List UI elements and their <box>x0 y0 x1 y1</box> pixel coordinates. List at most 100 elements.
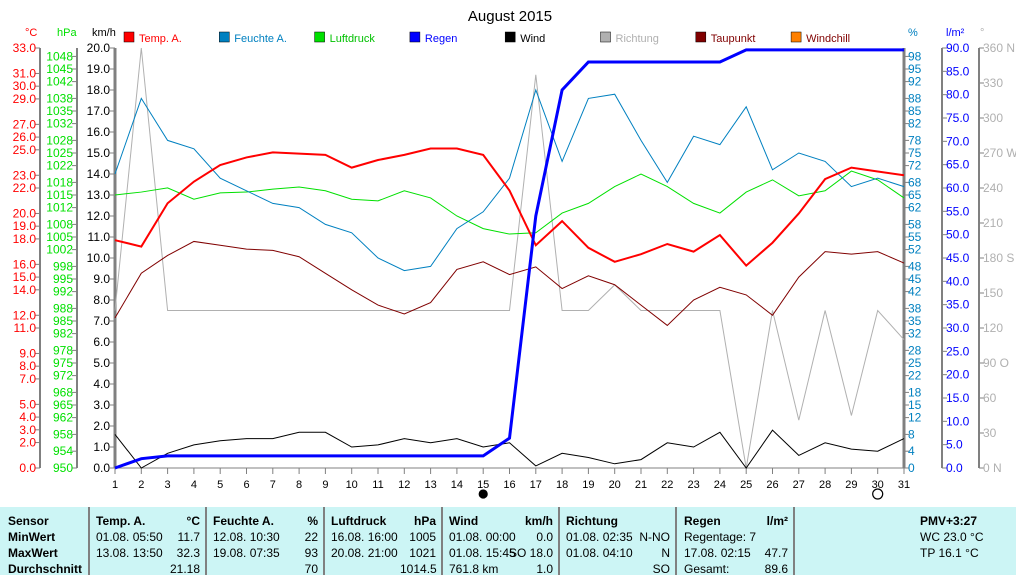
rain-tick-label: 10.0 <box>946 414 970 428</box>
temp-cell-time: 13.08. 13:50 <box>96 546 163 560</box>
legend-swatch <box>315 32 325 42</box>
legend-label: Windchill <box>806 33 850 45</box>
wind-tick-label: 11.0 <box>88 230 111 244</box>
x-tick-label: 16 <box>503 479 515 491</box>
legend-swatch <box>219 32 229 42</box>
x-tick-label: 12 <box>398 479 410 491</box>
wind-tick-label: 20.0 <box>87 41 111 55</box>
wind-tick-label: 14.0 <box>87 167 111 181</box>
legend-swatch <box>601 32 611 42</box>
x-tick-label: 3 <box>165 479 171 491</box>
dewpoint-value: TP 16.1 °C <box>920 546 979 560</box>
header-pressure: Luftdruck <box>331 514 386 528</box>
pressure-tick-label: 1042 <box>46 75 73 89</box>
rain-tick-label: 15.0 <box>946 391 970 405</box>
humidity-tick-label: 0 <box>908 461 915 475</box>
humidity-tick-label: 4 <box>908 444 915 458</box>
press-cell-value: 1014.5 <box>400 562 436 576</box>
x-tick-label: 26 <box>766 479 778 491</box>
pressure-tick-label: 950 <box>53 461 73 475</box>
humidity-tick-label: 32 <box>908 327 922 341</box>
x-tick-label: 18 <box>556 479 568 491</box>
humidity-tick-label: 12 <box>908 411 922 425</box>
hum-cell-value: 93 <box>288 546 318 560</box>
new-moon-icon <box>873 489 883 499</box>
x-tick-label: 25 <box>740 479 752 491</box>
x-tick-label: 4 <box>191 479 197 491</box>
rain-tick-label: 25.0 <box>946 344 970 358</box>
rain-tick-label: 80.0 <box>946 88 970 102</box>
legend-label: Richtung <box>616 33 659 45</box>
wind-tick-label: 17.0 <box>87 104 111 118</box>
x-tick-label: 7 <box>270 479 276 491</box>
rain-cell-time: Gesamt: <box>684 562 729 576</box>
wind-tick-label: 9.0 <box>93 272 110 286</box>
wind-tick-label: 19.0 <box>87 62 111 76</box>
humidity-tick-label: 62 <box>908 201 922 215</box>
legend-swatch <box>505 32 515 42</box>
wind-tick-label: 16.0 <box>87 125 111 139</box>
header-wind: Wind <box>449 514 478 528</box>
rain-tick-label: 0.0 <box>946 461 963 475</box>
pressure-tick-label: 958 <box>53 427 73 441</box>
pressure-tick-label: 992 <box>53 285 73 299</box>
wind-tick-label: 6.0 <box>93 335 110 349</box>
chart-title: August 2015 <box>468 8 552 25</box>
pressure-tick-label: 1012 <box>46 201 73 215</box>
x-tick-label: 9 <box>322 479 328 491</box>
plot-area <box>115 48 904 468</box>
pressure-tick-label: 1032 <box>46 117 73 131</box>
wind-tick-label: 10.0 <box>87 251 111 265</box>
direction-tick-label: 150 <box>983 286 1003 300</box>
direction-tick-label: 300 <box>983 111 1003 125</box>
press-cell-value: 1021 <box>400 546 436 560</box>
x-tick-label: 10 <box>346 479 358 491</box>
direction-tick-label: 30 <box>983 426 997 440</box>
pressure-tick-label: 1002 <box>46 243 73 257</box>
rain-tick-label: 30.0 <box>946 321 970 335</box>
legend-label: Luftdruck <box>330 33 376 45</box>
wind-tick-label: 8.0 <box>93 293 110 307</box>
header-humidity: Feuchte A. <box>213 514 274 528</box>
temp-tick-label: 22.0 <box>13 181 37 195</box>
legend-label: Wind <box>520 33 545 45</box>
legend-label: Temp. A. <box>139 33 182 45</box>
wind-tick-label: 15.0 <box>87 146 111 160</box>
pressure-tick-label: 962 <box>53 411 73 425</box>
wind-tick-label: 4.0 <box>93 377 110 391</box>
pressure-tick-label: 1022 <box>46 159 73 173</box>
x-tick-label: 2 <box>138 479 144 491</box>
x-tick-label: 23 <box>687 479 699 491</box>
legend-swatch <box>696 32 706 42</box>
dir-cell-time: 01.08. 02:35 <box>566 530 633 544</box>
temp-tick-label: 14.0 <box>13 283 37 297</box>
direction-tick-label: 120 <box>983 321 1003 335</box>
direction-axis-unit: ° <box>980 27 984 39</box>
pressure-tick-label: 982 <box>53 327 73 341</box>
x-tick-label: 5 <box>217 479 223 491</box>
temp-cell-time: 01.08. 05:50 <box>96 530 163 544</box>
rain-cell-time: Regentage: 7 <box>684 530 756 544</box>
row-label: MinWert <box>8 530 55 544</box>
temp-tick-label: 29.0 <box>13 92 37 106</box>
x-tick-label: 20 <box>609 479 621 491</box>
x-tick-label: 22 <box>661 479 673 491</box>
temp-tick-label: 2.0 <box>19 436 36 450</box>
temp-tick-label: 11.0 <box>14 321 37 335</box>
header-humidity-unit: % <box>288 514 318 528</box>
wind-cell-value: SO 18.0 <box>500 546 553 560</box>
legend-label: Regen <box>425 33 457 45</box>
temp-cell-value: 11.7 <box>170 530 200 544</box>
direction-tick-label: 0 N <box>983 461 1002 475</box>
rain-tick-label: 75.0 <box>946 111 970 125</box>
rain-tick-label: 85.0 <box>946 64 970 78</box>
direction-tick-label: 90 O <box>983 356 1009 370</box>
direction-tick-label: 210 <box>983 216 1003 230</box>
rain-tick-label: 5.0 <box>946 438 963 452</box>
dir-cell-value: N-NO <box>630 530 670 544</box>
rain-tick-label: 50.0 <box>946 228 970 242</box>
temp-tick-label: 33.0 <box>13 41 37 55</box>
rain-axis-unit: l/m² <box>946 27 965 39</box>
windchill-value: WC 23.0 °C <box>920 530 983 544</box>
temp-tick-label: 18.0 <box>13 232 37 246</box>
